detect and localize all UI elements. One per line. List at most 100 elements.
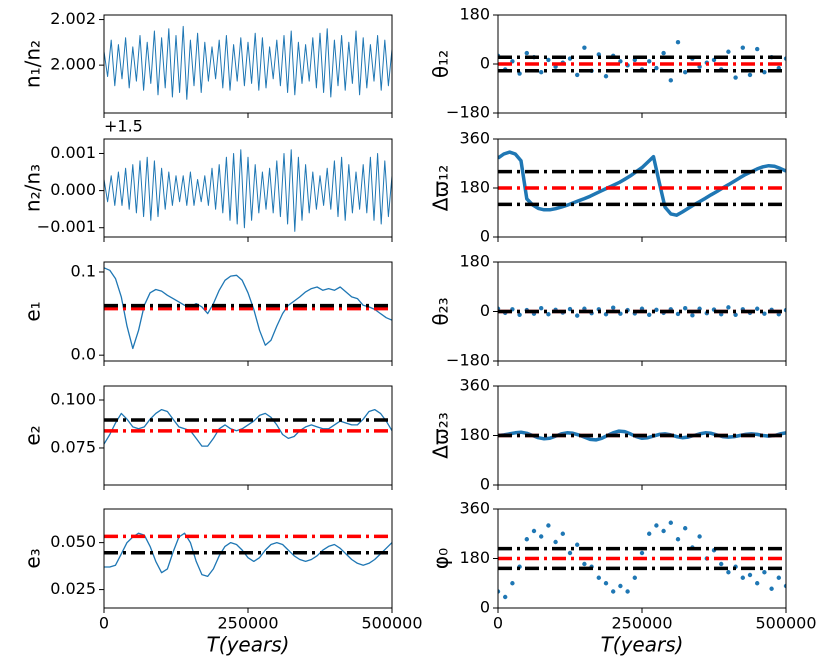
- plot-area: [104, 25, 392, 100]
- x-tick-label: 0: [99, 614, 109, 633]
- data-point: [654, 307, 659, 313]
- data-point: [755, 46, 760, 52]
- data-point: [539, 534, 544, 539]
- data-line: [104, 532, 392, 578]
- y-tick-label: 0: [480, 475, 490, 494]
- plot-area: [104, 149, 392, 232]
- data-point: [596, 575, 601, 580]
- y-tick-label: 180: [459, 178, 490, 197]
- axes-frame: [103, 508, 393, 609]
- plot-area: [498, 429, 786, 442]
- data-point: [639, 550, 645, 556]
- data-point: [531, 528, 537, 534]
- y-axis-label: θ₁₂: [429, 50, 453, 78]
- subplot: −180 0 180 θ₁₂: [429, 5, 787, 122]
- data-point: [675, 537, 681, 542]
- data-point: [783, 56, 786, 61]
- data-point: [783, 583, 786, 589]
- data-point: [733, 75, 738, 80]
- data-point: [575, 72, 580, 78]
- data-line: [104, 149, 392, 232]
- plot-area: [104, 408, 392, 447]
- y-tick-label: 0: [480, 227, 490, 246]
- data-point: [683, 69, 688, 75]
- axes-frame: [103, 14, 393, 114]
- data-point: [611, 589, 616, 594]
- y-tick-label: 0: [480, 301, 490, 320]
- data-point: [618, 583, 623, 589]
- y-tick-label: 0.050: [50, 532, 96, 551]
- y-tick-label: −0.001: [37, 217, 96, 236]
- data-point: [546, 523, 551, 528]
- data-point: [582, 45, 587, 50]
- data-point: [647, 531, 652, 536]
- data-point: [769, 586, 774, 591]
- data-point: [683, 526, 688, 531]
- plot-area: [498, 520, 786, 600]
- y-tick-label: 0.1: [71, 261, 96, 280]
- data-point: [546, 57, 551, 63]
- data-point: [726, 305, 731, 310]
- data-point: [697, 534, 702, 539]
- data-point: [783, 307, 786, 313]
- data-point: [683, 306, 688, 311]
- data-point: [503, 594, 508, 600]
- x-tick-label: 250000: [611, 614, 672, 633]
- data-point: [675, 40, 681, 45]
- data-point: [625, 589, 630, 594]
- data-point: [524, 50, 529, 56]
- data-point: [517, 312, 522, 317]
- y-axis-label: e₁: [21, 301, 45, 321]
- data-point: [553, 539, 558, 545]
- y-tick-label: 360: [459, 376, 490, 395]
- x-tick-label: 250000: [217, 614, 278, 633]
- data-point: [582, 561, 587, 567]
- y-axis-label: φ₀: [429, 548, 453, 569]
- data-point: [726, 570, 731, 575]
- y-tick-label: 180: [459, 252, 490, 271]
- data-point: [668, 78, 673, 83]
- y-tick-label: 0: [480, 598, 490, 617]
- data-point: [755, 306, 760, 311]
- subplot: 0 180 360 Δϖ₁₂: [429, 129, 787, 246]
- axes-frame: [103, 385, 393, 486]
- data-point: [661, 50, 666, 56]
- x-tick-label: 500000: [755, 614, 816, 633]
- subplot: −180 0 180 θ₂₃: [429, 252, 787, 370]
- offset-label: +1.5: [104, 117, 143, 136]
- y-tick-label: −180: [446, 351, 490, 370]
- y-tick-label: 0.001: [50, 143, 96, 162]
- data-point: [603, 581, 609, 586]
- data-point: [654, 65, 659, 71]
- data-point: [546, 312, 551, 317]
- y-tick-label: 180: [459, 425, 490, 444]
- data-point: [740, 575, 745, 580]
- y-tick-label: 0: [480, 54, 490, 73]
- subplot: 0 180 360 0 250000 500000 T(years) φ₀: [429, 499, 817, 657]
- y-axis-label: Δϖ₁₂: [429, 165, 453, 211]
- data-point: [661, 528, 666, 534]
- y-tick-label: 180: [459, 5, 490, 24]
- data-point: [726, 49, 731, 54]
- y-tick-label: 0.100: [50, 390, 96, 409]
- plot-area: [498, 305, 786, 318]
- data-point: [668, 520, 673, 525]
- data-point: [762, 69, 767, 75]
- plot-area: [498, 40, 786, 83]
- plot-area: [104, 267, 392, 350]
- subplot: 0.075 0.100 e₂: [21, 385, 393, 490]
- y-tick-label: 2.000: [50, 55, 96, 74]
- axes-frame: [103, 138, 393, 238]
- y-tick-label: 2.002: [50, 9, 96, 28]
- x-axis-label: T(years): [207, 633, 290, 657]
- data-point: [776, 575, 781, 580]
- data-line: [104, 408, 392, 447]
- data-point: [740, 45, 745, 50]
- y-axis-label: Δϖ₂₃: [429, 412, 453, 458]
- x-axis-label: T(years): [601, 633, 684, 657]
- data-point: [603, 74, 609, 79]
- data-point: [510, 581, 515, 586]
- y-tick-label: 180: [459, 548, 490, 567]
- data-point: [498, 589, 501, 594]
